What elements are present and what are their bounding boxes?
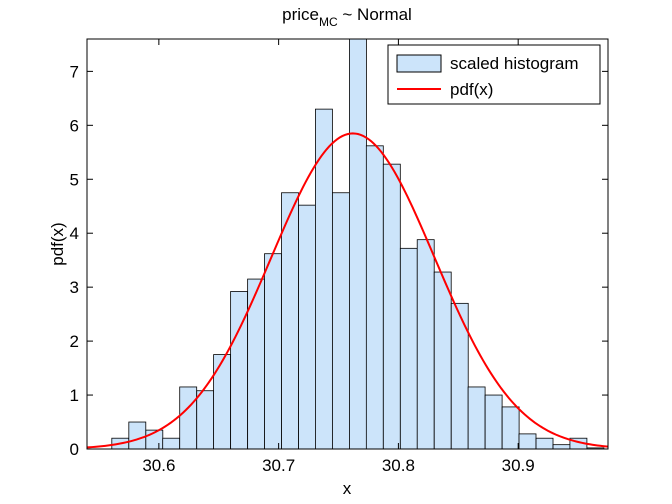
y-tick-label: 4 — [70, 224, 79, 243]
histogram-bar — [128, 421, 147, 450]
histogram-bar — [213, 354, 231, 450]
y-tick-label: 7 — [70, 62, 79, 81]
x-tick-label: 30.6 — [142, 456, 175, 475]
histogram-bar — [433, 271, 452, 450]
chart-title-rest: ~ Normal — [338, 5, 412, 24]
histogram-bar — [484, 394, 503, 450]
legend-histogram-label: scaled histogram — [450, 54, 579, 73]
histogram-bar — [281, 192, 299, 450]
histogram-bar — [349, 38, 367, 450]
plot-frame — [86, 38, 609, 450]
histogram-bar — [518, 433, 537, 450]
histogram-bar — [467, 386, 486, 450]
axis-ticks: 30.6 30.7 30.8 30.9 0 1 2 3 4 5 6 7 — [70, 39, 608, 475]
x-tick-label: 30.7 — [262, 456, 295, 475]
pdf-curve — [86, 132, 609, 449]
chart-title: priceMC ~ Normal — [282, 5, 412, 29]
histogram-bar — [196, 390, 215, 450]
histogram-bar — [298, 204, 316, 450]
histogram-bar — [535, 437, 554, 450]
legend-pdf-label: pdf(x) — [450, 80, 493, 99]
y-tick-label: 3 — [70, 278, 79, 297]
histogram-bar — [382, 163, 401, 450]
histogram-bar — [179, 386, 198, 450]
y-tick-label: 1 — [70, 386, 79, 405]
y-tick-label: 2 — [70, 332, 79, 351]
legend: scaled histogram pdf(x) — [387, 44, 601, 105]
y-tick-label: 0 — [70, 440, 79, 459]
histogram-bar — [332, 192, 350, 450]
histogram-bars — [111, 38, 605, 450]
histogram-bar — [399, 247, 418, 450]
histogram-bar — [552, 444, 571, 450]
x-axis-label: x — [343, 479, 352, 498]
histogram-bar — [162, 437, 181, 450]
x-tick-label: 30.8 — [382, 456, 415, 475]
histogram-bar — [501, 406, 520, 450]
y-axis-label: pdf(x) — [48, 222, 67, 265]
legend-histogram-swatch — [396, 54, 442, 73]
chart-title-main: price — [282, 5, 319, 24]
histogram-bar — [264, 253, 282, 450]
chart-title-subscript: MC — [319, 15, 338, 29]
histogram-bar — [365, 145, 384, 450]
x-tick-label: 30.9 — [502, 456, 535, 475]
y-tick-label: 5 — [70, 170, 79, 189]
y-tick-label: 6 — [70, 116, 79, 135]
histogram-bar — [416, 239, 435, 450]
